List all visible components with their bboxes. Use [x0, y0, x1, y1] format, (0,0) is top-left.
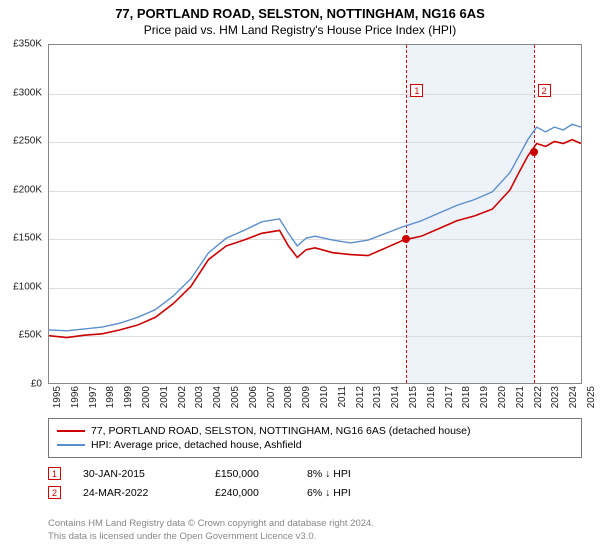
- x-tick-label: 2013: [372, 386, 383, 408]
- x-tick-label: 2000: [141, 386, 152, 408]
- transaction-row: 1 30-JAN-2015 £150,000 8% ↓ HPI: [48, 464, 582, 483]
- x-tick-label: 2007: [266, 386, 277, 408]
- x-tick-label: 1997: [88, 386, 99, 408]
- footer-line1: Contains HM Land Registry data © Crown c…: [48, 518, 582, 531]
- legend-row-hpi: HPI: Average price, detached house, Ashf…: [57, 438, 573, 452]
- x-tick-label: 2004: [212, 386, 223, 408]
- x-tick-label: 2023: [550, 386, 561, 408]
- transaction-marker: 2: [48, 486, 61, 499]
- y-tick-label: £50K: [19, 330, 42, 341]
- legend-label-hpi: HPI: Average price, detached house, Ashf…: [91, 439, 302, 451]
- x-tick-label: 2002: [177, 386, 188, 408]
- x-tick-label: 2010: [319, 386, 330, 408]
- series-hpi: [49, 124, 581, 331]
- y-tick-label: £0: [31, 379, 42, 390]
- y-tick-label: £350K: [13, 39, 42, 50]
- transaction-delta: 8% ↓ HPI: [307, 468, 387, 480]
- footer: Contains HM Land Registry data © Crown c…: [48, 518, 582, 544]
- x-tick-label: 2008: [283, 386, 294, 408]
- x-tick-label: 1996: [70, 386, 81, 408]
- x-tick-label: 2006: [248, 386, 259, 408]
- transaction-date: 24-MAR-2022: [83, 487, 193, 499]
- plot-area: 12: [48, 44, 582, 384]
- sale-point: [402, 235, 410, 243]
- y-tick-label: £150K: [13, 233, 42, 244]
- sale-point: [530, 148, 538, 156]
- series-subject: [49, 140, 581, 338]
- transaction-price: £240,000: [215, 487, 285, 499]
- legend-row-subject: 77, PORTLAND ROAD, SELSTON, NOTTINGHAM, …: [57, 424, 573, 438]
- legend-swatch-hpi: [57, 444, 85, 446]
- transaction-row: 2 24-MAR-2022 £240,000 6% ↓ HPI: [48, 483, 582, 502]
- x-tick-label: 2022: [533, 386, 544, 408]
- x-tick-label: 2001: [159, 386, 170, 408]
- x-tick-label: 2024: [568, 386, 579, 408]
- x-tick-label: 2003: [194, 386, 205, 408]
- x-tick-label: 2017: [444, 386, 455, 408]
- y-tick-label: £100K: [13, 281, 42, 292]
- x-tick-label: 2009: [301, 386, 312, 408]
- transaction-price: £150,000: [215, 468, 285, 480]
- legend: 77, PORTLAND ROAD, SELSTON, NOTTINGHAM, …: [48, 418, 582, 458]
- x-tick-label: 2019: [479, 386, 490, 408]
- x-tick-label: 2014: [390, 386, 401, 408]
- chart-marker-box: 2: [538, 84, 551, 97]
- legend-swatch-subject: [57, 430, 85, 432]
- x-tick-label: 2011: [337, 386, 348, 408]
- x-tick-label: 2016: [426, 386, 437, 408]
- x-tick-label: 2018: [461, 386, 472, 408]
- transactions-table: 1 30-JAN-2015 £150,000 8% ↓ HPI 2 24-MAR…: [48, 464, 582, 502]
- x-tick-label: 2025: [586, 386, 597, 408]
- x-tick-label: 2005: [230, 386, 241, 408]
- chart-marker-box: 1: [410, 84, 423, 97]
- chart-area: 12 £0£50K£100K£150K£200K£250K£300K£350K …: [48, 44, 582, 384]
- x-tick-label: 2021: [515, 386, 526, 408]
- series-lines: [49, 45, 581, 383]
- x-tick-label: 2012: [355, 386, 366, 408]
- transaction-date: 30-JAN-2015: [83, 468, 193, 480]
- x-tick-label: 1998: [105, 386, 116, 408]
- x-tick-label: 2020: [497, 386, 508, 408]
- chart-container: 77, PORTLAND ROAD, SELSTON, NOTTINGHAM, …: [0, 0, 600, 560]
- y-tick-label: £200K: [13, 184, 42, 195]
- transaction-delta: 6% ↓ HPI: [307, 487, 387, 499]
- y-tick-label: £250K: [13, 136, 42, 147]
- transaction-marker: 1: [48, 467, 61, 480]
- x-tick-label: 2015: [408, 386, 419, 408]
- chart-title: 77, PORTLAND ROAD, SELSTON, NOTTINGHAM, …: [0, 0, 600, 21]
- legend-label-subject: 77, PORTLAND ROAD, SELSTON, NOTTINGHAM, …: [91, 425, 471, 437]
- y-tick-label: £300K: [13, 87, 42, 98]
- footer-line2: This data is licensed under the Open Gov…: [48, 531, 582, 544]
- x-tick-label: 1999: [123, 386, 134, 408]
- x-tick-label: 1995: [52, 386, 63, 408]
- chart-subtitle: Price paid vs. HM Land Registry's House …: [0, 21, 600, 37]
